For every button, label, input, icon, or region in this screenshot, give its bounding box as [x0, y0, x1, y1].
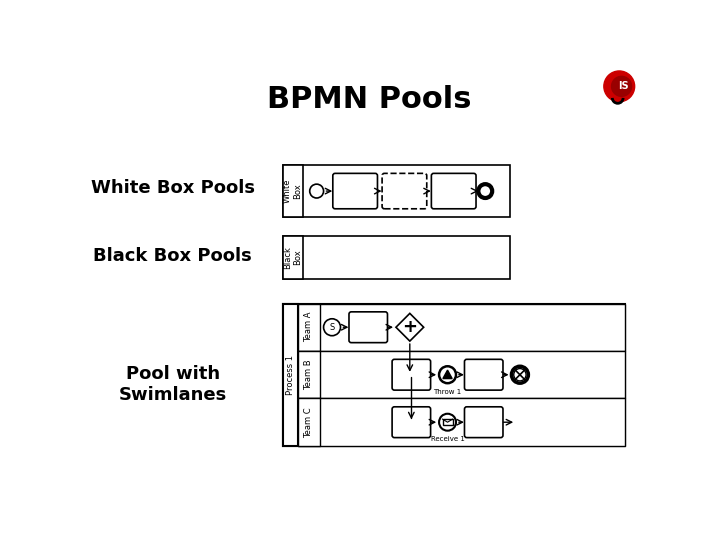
FancyBboxPatch shape: [431, 173, 476, 209]
Circle shape: [439, 366, 456, 383]
Text: White
Box: White Box: [283, 179, 302, 204]
Bar: [298, 351, 320, 399]
Bar: [283, 165, 303, 217]
Circle shape: [604, 71, 634, 102]
Text: Pool with
Swimlanes: Pool with Swimlanes: [119, 365, 227, 404]
Text: Receive 1: Receive 1: [431, 436, 464, 442]
Text: Team C: Team C: [305, 407, 313, 437]
Bar: [298, 399, 626, 446]
FancyBboxPatch shape: [349, 312, 387, 343]
FancyBboxPatch shape: [464, 359, 503, 390]
Bar: [298, 303, 320, 351]
Bar: [283, 303, 298, 446]
Text: Throw 1: Throw 1: [433, 389, 462, 395]
Text: White Box Pools: White Box Pools: [91, 179, 255, 197]
Bar: [298, 351, 626, 399]
FancyBboxPatch shape: [392, 359, 431, 390]
Bar: [283, 236, 303, 279]
FancyBboxPatch shape: [464, 407, 503, 437]
Text: Black
Box: Black Box: [283, 246, 302, 269]
Circle shape: [310, 184, 323, 198]
Text: IS: IS: [618, 80, 629, 91]
FancyBboxPatch shape: [333, 173, 377, 209]
Text: Black Box Pools: Black Box Pools: [94, 247, 252, 265]
FancyBboxPatch shape: [392, 407, 431, 437]
Bar: [443, 419, 453, 426]
Text: Team A: Team A: [305, 312, 313, 342]
Bar: [283, 165, 510, 217]
Bar: [298, 303, 626, 351]
Bar: [283, 303, 626, 446]
Circle shape: [511, 366, 528, 383]
Bar: [298, 399, 320, 446]
Text: Team B: Team B: [305, 360, 313, 390]
Text: Process 1: Process 1: [286, 355, 295, 395]
Circle shape: [439, 414, 456, 431]
Polygon shape: [396, 313, 423, 341]
Text: S: S: [330, 323, 335, 332]
Text: BPMN Pools: BPMN Pools: [266, 85, 472, 114]
Circle shape: [611, 76, 631, 96]
FancyBboxPatch shape: [382, 173, 427, 209]
Circle shape: [478, 184, 492, 198]
Bar: [283, 236, 510, 279]
Circle shape: [323, 319, 341, 336]
Polygon shape: [443, 370, 452, 379]
Circle shape: [514, 369, 526, 381]
Text: +: +: [402, 318, 418, 336]
